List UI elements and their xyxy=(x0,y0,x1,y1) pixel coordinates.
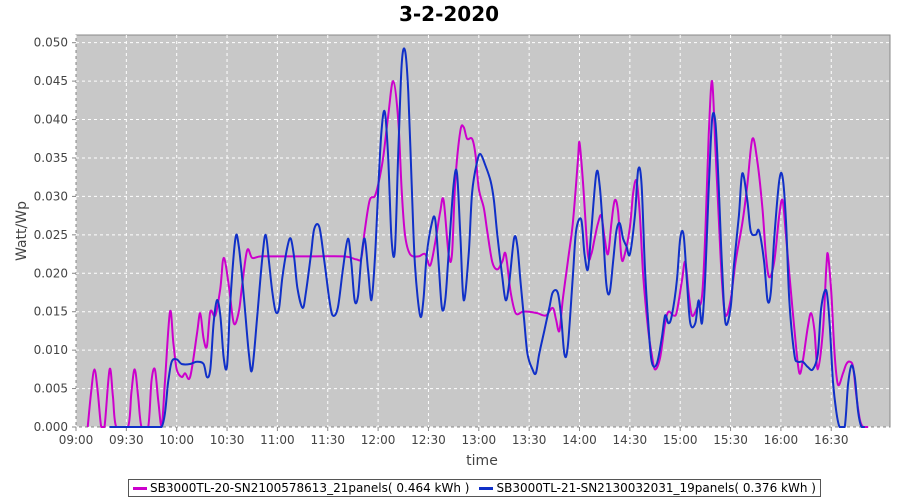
y-axis-label: Watt/Wp xyxy=(14,201,30,261)
x-tick-label: 16:30 xyxy=(814,433,849,447)
x-tick-label: 16:00 xyxy=(764,433,799,447)
legend: SB3000TL-20-SN2100578613_21panels( 0.464… xyxy=(128,479,821,497)
y-tick-label: 0.040 xyxy=(34,113,68,127)
y-tick-label: 0.005 xyxy=(34,382,68,396)
x-axis-ticks: 09:00 09:30 10:00 10:30 11:00 11:30 12:00 12:30… xyxy=(59,427,849,447)
x-tick-label: 10:30 xyxy=(210,433,245,447)
x-tick-label: 12:30 xyxy=(411,433,446,447)
y-tick-label: 0.000 xyxy=(34,420,68,434)
x-tick-label: 15:30 xyxy=(713,433,748,447)
y-tick-label: 0.020 xyxy=(34,266,68,280)
x-axis-label: time xyxy=(466,453,498,469)
legend-label-series-1: SB3000TL-20-SN2100578613_21panels( 0.464… xyxy=(150,481,470,495)
x-tick-label: 13:30 xyxy=(512,433,547,447)
y-tick-label: 0.030 xyxy=(34,189,68,203)
legend-swatch-series-2 xyxy=(479,486,494,490)
gridlines xyxy=(75,35,890,428)
legend-item-series-2[interactable]: SB3000TL-21-SN2130032031_19panels( 0.376… xyxy=(479,481,816,495)
y-axis-ticks: 0.000 0.005 0.010 0.015 0.020 0.025 0.030 0.035… xyxy=(34,36,76,434)
x-tick-label: 14:00 xyxy=(562,433,597,447)
x-tick-label: 14:30 xyxy=(613,433,648,447)
x-tick-label: 11:30 xyxy=(310,433,345,447)
legend-item-series-1[interactable]: SB3000TL-20-SN2100578613_21panels( 0.464… xyxy=(133,481,469,495)
legend-label-series-2: SB3000TL-21-SN2130032031_19panels( 0.376… xyxy=(496,481,816,495)
y-tick-label: 0.035 xyxy=(34,151,68,165)
x-tick-label: 15:00 xyxy=(663,433,698,447)
x-tick-label: 13:00 xyxy=(462,433,497,447)
plot-area xyxy=(75,34,891,428)
x-tick-label: 10:00 xyxy=(159,433,194,447)
y-tick-label: 0.050 xyxy=(34,36,68,50)
x-tick-label: 09:30 xyxy=(109,433,144,447)
x-tick-label: 12:00 xyxy=(361,433,396,447)
x-tick-label: 09:00 xyxy=(59,433,94,447)
y-tick-label: 0.045 xyxy=(34,74,68,88)
chart-title: 3-2-2020 xyxy=(399,2,499,26)
series-line-1 xyxy=(86,80,869,428)
legend-swatch-series-1 xyxy=(133,486,147,490)
x-tick-label: 11:00 xyxy=(260,433,295,447)
series-line-2 xyxy=(109,47,865,428)
y-tick-label: 0.015 xyxy=(34,305,68,319)
y-tick-label: 0.010 xyxy=(34,343,68,357)
series-lines xyxy=(86,47,869,428)
y-tick-label: 0.025 xyxy=(34,228,68,242)
